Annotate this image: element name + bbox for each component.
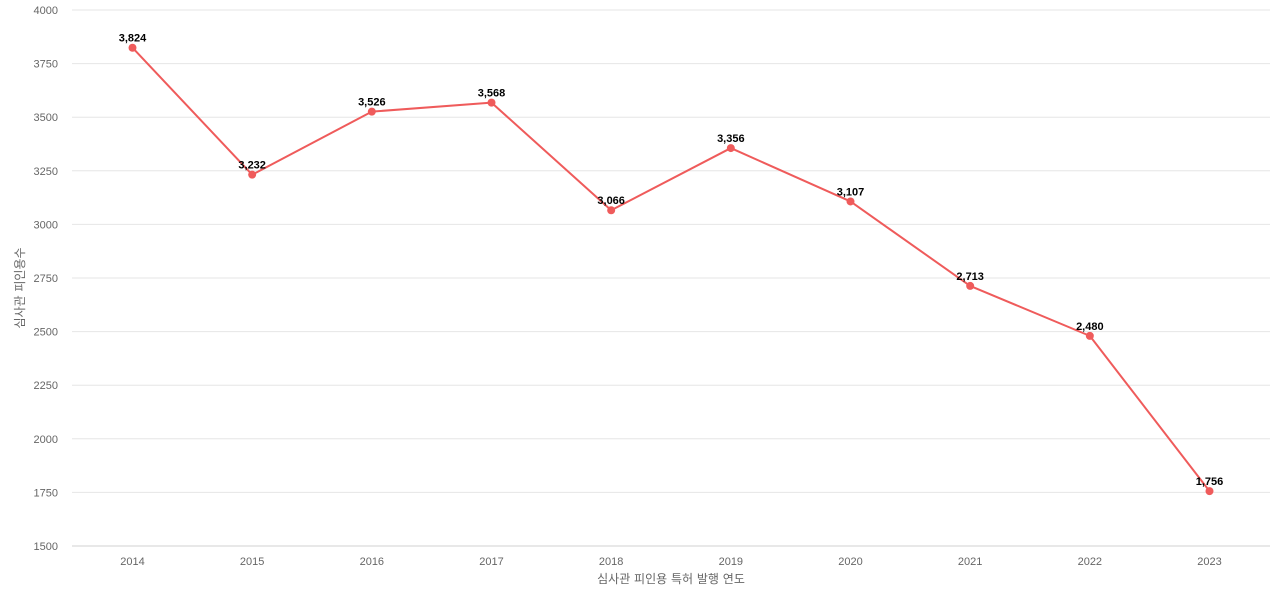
x-axis-ticks: 2014 2015 2016 2017 2018 2019 2020 2021 2022 2023 — [120, 556, 1221, 568]
data-label: 3,107 — [837, 186, 865, 198]
y-tick-label: 4000 — [34, 5, 58, 17]
data-label: 2,713 — [956, 271, 984, 283]
data-point[interactable] — [128, 43, 137, 52]
y-tick-label: 2250 — [34, 380, 58, 392]
x-tick-label: 2016 — [360, 556, 384, 568]
data-label: 2,480 — [1076, 321, 1104, 333]
data-label: 3,356 — [717, 133, 745, 145]
x-tick-label: 2020 — [838, 556, 862, 568]
data-point[interactable] — [846, 197, 855, 206]
data-point[interactable] — [607, 206, 616, 215]
x-tick-label: 2014 — [120, 556, 144, 568]
data-label: 3,526 — [358, 97, 386, 109]
data-point[interactable] — [367, 107, 376, 116]
x-tick-label: 2021 — [958, 556, 982, 568]
y-axis-ticks: 1500 1750 2000 2250 2500 2750 3000 3250 3500 3750… — [34, 5, 58, 553]
y-tick-label: 2000 — [34, 434, 58, 446]
data-point[interactable] — [966, 281, 975, 290]
y-tick-label: 1500 — [34, 541, 58, 553]
data-label: 1,756 — [1196, 476, 1224, 488]
data-point[interactable] — [1085, 331, 1094, 340]
data-point[interactable] — [487, 98, 496, 107]
y-tick-label: 3250 — [34, 166, 58, 178]
y-tick-label: 3750 — [34, 59, 58, 71]
x-tick-label: 2019 — [719, 556, 743, 568]
data-point[interactable] — [726, 144, 735, 153]
y-tick-label: 2500 — [34, 327, 58, 339]
series-line — [131, 46, 1211, 493]
data-label: 3,824 — [119, 33, 147, 45]
data-labels: 3,824 3,232 3,526 3,568 3,066 3,356 3,107 2,713… — [119, 33, 1224, 488]
x-axis-title: 심사관 피인용 특허 발행 연도 — [597, 571, 745, 586]
y-tick-label: 3500 — [34, 112, 58, 124]
x-tick-label: 2023 — [1197, 556, 1221, 568]
data-label: 3,232 — [238, 160, 266, 172]
series-layer — [128, 43, 1214, 496]
data-label: 3,568 — [478, 88, 506, 100]
grid-layer — [72, 9, 1270, 547]
data-point[interactable] — [248, 170, 257, 179]
y-tick-label: 1750 — [34, 487, 58, 499]
x-tick-label: 2015 — [240, 556, 264, 568]
y-axis-title: 심사관 피인용수 — [13, 247, 27, 328]
x-tick-label: 2022 — [1078, 556, 1102, 568]
data-label: 3,066 — [597, 195, 625, 207]
y-tick-label: 3000 — [34, 219, 58, 231]
data-point[interactable] — [1205, 487, 1214, 496]
x-tick-label: 2017 — [479, 556, 503, 568]
y-tick-label: 2750 — [34, 273, 58, 285]
x-tick-label: 2018 — [599, 556, 623, 568]
